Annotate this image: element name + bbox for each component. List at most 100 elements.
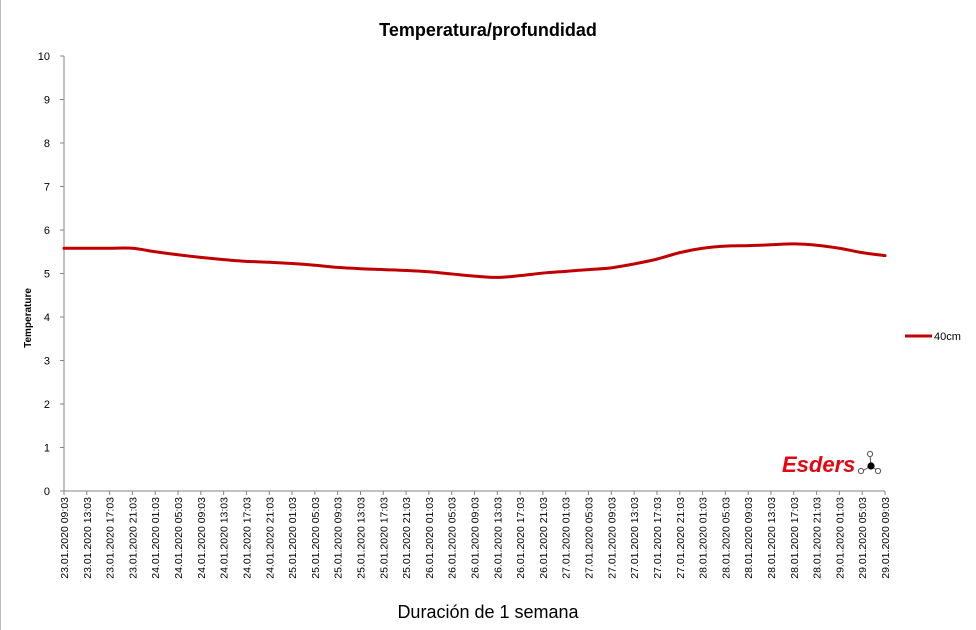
- x-tick-label: 23.01.2020 13:03: [82, 497, 94, 579]
- data-point: [678, 251, 682, 254]
- series-group: [62, 242, 887, 279]
- data-point: [838, 246, 841, 250]
- x-tick-label: 25.01.2020 01:03: [287, 497, 299, 579]
- data-point: [587, 268, 590, 271]
- x-tick-label: 28.01.2020 17:03: [789, 497, 801, 579]
- x-tick-label: 26.01.2020 21:03: [538, 497, 550, 579]
- data-point: [245, 260, 248, 263]
- y-tick-label: 9: [44, 95, 50, 107]
- data-point: [153, 250, 157, 254]
- x-tick-label: 25.01.2020 17:03: [378, 497, 390, 579]
- data-point: [62, 246, 66, 250]
- series-line-40cm: [62, 242, 887, 279]
- data-point: [860, 251, 864, 254]
- data-point: [724, 244, 727, 248]
- x-tick-label: 23.01.2020 17:03: [105, 497, 117, 579]
- data-point: [632, 262, 636, 266]
- data-point: [404, 269, 408, 272]
- x-tick-label: 28.01.2020 09:03: [743, 497, 755, 579]
- data-point: [85, 246, 89, 250]
- data-point: [769, 243, 773, 247]
- data-point: [473, 274, 476, 278]
- x-tick-label: 24.01.2020 09:03: [196, 497, 208, 579]
- x-tick-label: 23.01.2020 21:03: [127, 497, 139, 579]
- y-tick-label: 4: [44, 312, 50, 324]
- y-tick-label: 8: [44, 138, 50, 150]
- data-point: [176, 253, 180, 257]
- window-left-edge: [0, 0, 1, 630]
- y-tick-label: 0: [44, 486, 50, 498]
- axes: [63, 56, 885, 492]
- x-tick-label: 26.01.2020 13:03: [492, 497, 504, 579]
- y-tick-label: 1: [44, 443, 50, 455]
- y-axis-label: Temperature: [23, 288, 34, 348]
- y-tick-label: 3: [44, 356, 50, 368]
- legend-label-40cm: 40cm: [934, 331, 961, 343]
- data-point: [564, 270, 568, 273]
- logo-wordmark: Esders: [782, 452, 855, 477]
- x-axis-label: Duración de 1 semana: [397, 602, 579, 622]
- x-axis-ticks: 23.01.2020 09:03 23.01.2020 13:03 23.01.20…: [59, 491, 892, 579]
- x-tick-label: 24.01.2020 21:03: [264, 497, 276, 579]
- x-tick-label: 29.01.2020 01:03: [834, 497, 846, 579]
- y-axis-ticks: 0 1 2 3 4 5 6 7 8 9 10: [38, 51, 64, 498]
- y-tick-label: 5: [44, 269, 50, 281]
- x-tick-label: 27.01.2020 17:03: [652, 497, 664, 579]
- data-point: [131, 246, 134, 250]
- data-point: [427, 270, 431, 274]
- data-point: [222, 258, 225, 261]
- x-tick-label: 26.01.2020 09:03: [470, 497, 482, 579]
- x-tick-label: 27.01.2020 01:03: [561, 497, 573, 579]
- x-tick-label: 24.01.2020 13:03: [219, 497, 231, 579]
- y-tick-label: 6: [44, 225, 50, 237]
- chart-title: Temperatura/profundidad: [379, 20, 597, 40]
- x-tick-label: 27.01.2020 21:03: [675, 497, 687, 579]
- data-point: [541, 271, 545, 275]
- data-point: [267, 260, 271, 264]
- y-tick-label: 2: [44, 399, 50, 411]
- x-tick-label: 26.01.2020 17:03: [515, 497, 527, 579]
- x-tick-label: 29.01.2020 05:03: [857, 497, 869, 579]
- molecule-icon: [857, 450, 882, 475]
- x-tick-label: 27.01.2020 13:03: [629, 497, 641, 579]
- x-tick-label: 28.01.2020 21:03: [812, 497, 824, 579]
- data-point: [610, 266, 613, 270]
- x-tick-label: 25.01.2020 09:03: [333, 497, 345, 579]
- data-point: [313, 263, 317, 267]
- data-point: [381, 268, 385, 271]
- data-point: [701, 246, 704, 250]
- data-point: [746, 244, 750, 247]
- x-tick-label: 28.01.2020 13:03: [766, 497, 778, 579]
- x-tick-label: 24.01.2020 05:03: [173, 497, 185, 579]
- data-point: [108, 246, 111, 250]
- esders-logo: Esders: [782, 450, 882, 477]
- data-point: [815, 243, 818, 247]
- x-tick-label: 26.01.2020 01:03: [424, 497, 436, 579]
- data-point: [359, 267, 362, 271]
- data-point: [792, 242, 796, 246]
- x-tick-label: 24.01.2020 01:03: [150, 497, 162, 579]
- data-point: [655, 257, 659, 261]
- x-tick-label: 24.01.2020 17:03: [241, 497, 253, 579]
- x-tick-label: 25.01.2020 13:03: [355, 497, 367, 579]
- x-tick-label: 27.01.2020 05:03: [584, 497, 596, 579]
- x-tick-label: 25.01.2020 05:03: [310, 497, 322, 579]
- x-tick-label: 29.01.2020 09:03: [880, 497, 892, 579]
- data-point: [496, 276, 499, 279]
- x-tick-label: 28.01.2020 01:03: [698, 497, 710, 579]
- data-point: [518, 274, 522, 277]
- x-tick-label: 26.01.2020 05:03: [447, 497, 459, 579]
- data-point: [450, 272, 453, 276]
- x-tick-label: 28.01.2020 05:03: [720, 497, 732, 579]
- x-tick-label: 23.01.2020 09:03: [59, 497, 71, 579]
- x-tick-label: 25.01.2020 21:03: [401, 497, 413, 579]
- legend: 40cm: [905, 331, 961, 343]
- data-point: [290, 262, 294, 265]
- data-point: [883, 254, 887, 257]
- data-point: [336, 266, 339, 269]
- data-point: [199, 256, 203, 259]
- y-tick-label: 10: [38, 51, 50, 63]
- x-tick-label: 27.01.2020 09:03: [606, 497, 618, 579]
- y-tick-label: 7: [44, 182, 50, 194]
